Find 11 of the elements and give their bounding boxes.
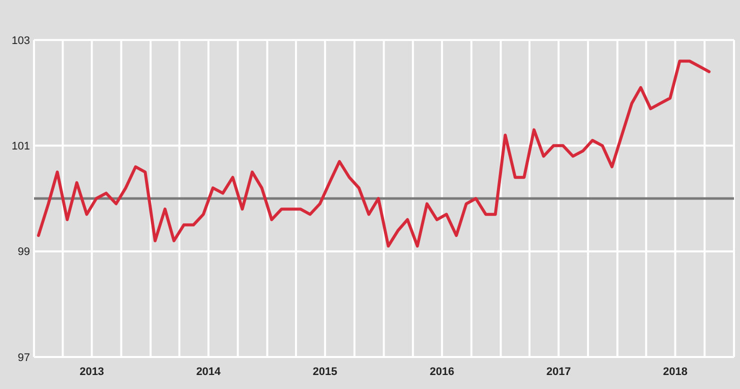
- x-tick-label: 2015: [312, 366, 338, 378]
- x-tick-label: 2016: [430, 366, 454, 378]
- y-tick-label: 97: [18, 352, 30, 364]
- x-tick-label: 2013: [80, 366, 104, 378]
- x-tick-label: 2014: [196, 366, 222, 378]
- line-series: [36, 60, 711, 248]
- y-tick-label: 103: [12, 34, 30, 47]
- x-tick-label: 2017: [546, 366, 571, 378]
- x-tick-label: 2018: [662, 366, 688, 378]
- y-tick-label: 101: [12, 140, 30, 153]
- y-tick-label: 99: [18, 246, 30, 258]
